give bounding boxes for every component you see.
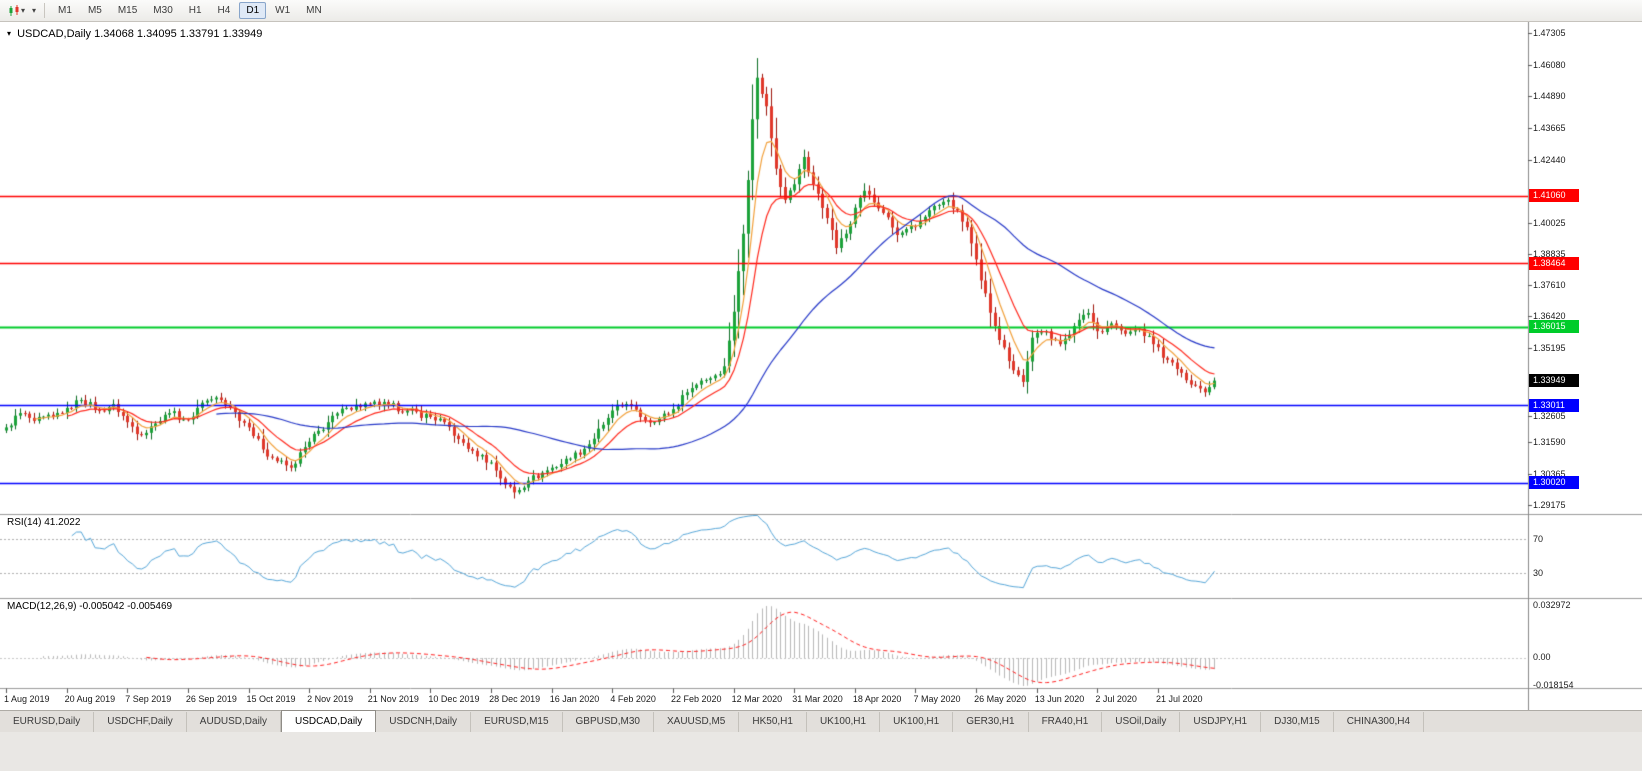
chart-type-button[interactable]: ▾ bbox=[5, 1, 28, 21]
tf-button-m30[interactable]: M30 bbox=[153, 5, 173, 16]
date-axis-label: 13 Jun 2020 bbox=[1034, 694, 1085, 704]
chart-options-dropdown-button[interactable]: ▾ bbox=[28, 1, 39, 21]
date-axis-label: 22 Feb 2020 bbox=[670, 694, 722, 704]
date-axis-label: 10 Dec 2019 bbox=[428, 694, 480, 704]
collapse-arrow-icon: ▾ bbox=[7, 29, 12, 38]
chart-tab-audusd-daily[interactable]: AUDUSD,Daily bbox=[186, 712, 282, 732]
date-axis-label: 18 Apr 2020 bbox=[852, 694, 902, 704]
toolbar-separator bbox=[44, 3, 46, 18]
date-axis-label: 1 Aug 2019 bbox=[4, 694, 50, 704]
chart-tab-usdjpy-h1[interactable]: USDJPY,H1 bbox=[1180, 712, 1262, 732]
chart-tab-gbpusd-m30[interactable]: GBPUSD,M30 bbox=[562, 712, 654, 732]
date-axis-label: 2 Jul 2020 bbox=[1095, 694, 1137, 704]
date-axis-label: 7 Sep 2019 bbox=[125, 694, 172, 704]
chart-tab-china300-h4[interactable]: CHINA300,H4 bbox=[1333, 712, 1425, 732]
tf-button-d1[interactable]: D1 bbox=[239, 2, 267, 19]
price-axis-tick: 1.32605 bbox=[1533, 410, 1566, 421]
chart-tab-uk100-h1[interactable]: UK100,H1 bbox=[880, 712, 954, 732]
price-axis-tick: 1.47305 bbox=[1533, 28, 1566, 39]
chart-tab-eurusd-m15[interactable]: EURUSD,M15 bbox=[471, 712, 563, 732]
tf-button-w1[interactable]: W1 bbox=[275, 5, 291, 16]
timeframe-toolbar: M1 M5 M15 M30 H1 H4 D1 W1 MN bbox=[50, 2, 330, 19]
top-toolbar: ▾ ▾ M1 M5 M15 M30 H1 H4 D1 W1 MN bbox=[0, 0, 1642, 22]
price-axis-tick: 1.43665 bbox=[1533, 123, 1566, 133]
chart-tabs-bar: EURUSD,Daily USDCHF,Daily AUDUSD,Daily USDC… bbox=[0, 710, 1642, 732]
tf-button-m1[interactable]: M1 bbox=[58, 5, 72, 16]
rsi-level-label: 30 bbox=[1533, 567, 1544, 578]
macd-axis-label: 0.032972 bbox=[1533, 600, 1571, 610]
chevron-down-icon: ▾ bbox=[32, 5, 37, 15]
hline-price-badge: 1.36015 bbox=[1529, 320, 1579, 334]
chart-tab-eurusd-daily[interactable]: EURUSD,Daily bbox=[0, 712, 95, 732]
date-axis-label: 2 Nov 2019 bbox=[307, 694, 354, 704]
price-axis-tick: 1.46080 bbox=[1533, 60, 1566, 71]
chart-tab-usdcad-daily[interactable]: USDCAD,Daily bbox=[281, 710, 377, 732]
date-axis-label: 12 Mar 2020 bbox=[731, 694, 783, 704]
date-axis-label: 16 Jan 2020 bbox=[549, 694, 600, 704]
hline-price-badge: 1.30020 bbox=[1529, 476, 1579, 490]
chart-tab-usdcnh-daily[interactable]: USDCNH,Daily bbox=[376, 712, 472, 732]
date-axis-label: 31 Mar 2020 bbox=[792, 694, 843, 704]
chart-symbol-label: USDCAD,Daily bbox=[17, 28, 92, 40]
date-axis-label: 20 Aug 2019 bbox=[64, 694, 116, 704]
price-axis-tick: 1.31590 bbox=[1533, 436, 1566, 447]
date-axis-label: 15 Oct 2019 bbox=[246, 694, 296, 704]
chart-tab-dj30-m15[interactable]: DJ30,M15 bbox=[1261, 712, 1334, 732]
date-axis-label: 28 Dec 2019 bbox=[489, 694, 541, 704]
hline-price-badge: 1.33011 bbox=[1529, 398, 1579, 412]
tf-button-h1[interactable]: H1 bbox=[188, 5, 202, 16]
macd-indicator-label: MACD(12,26,9) -0.005042 -0.005469 bbox=[7, 601, 173, 612]
tf-button-m15[interactable]: M15 bbox=[117, 5, 138, 16]
price-axis-tick: 1.35195 bbox=[1533, 343, 1566, 354]
price-axis-tick: 1.37610 bbox=[1533, 280, 1566, 291]
date-axis-label: 26 Sep 2019 bbox=[185, 694, 237, 704]
chart-tab-usdchf-daily[interactable]: USDCHF,Daily bbox=[94, 712, 187, 732]
date-axis-label: 7 May 2020 bbox=[913, 694, 961, 704]
price-axis-tick: 1.30365 bbox=[1533, 468, 1566, 479]
tf-button-m5[interactable]: M5 bbox=[87, 5, 102, 16]
tf-button-mn[interactable]: MN bbox=[306, 5, 322, 16]
chart-tab-ger30-h1[interactable]: GER30,H1 bbox=[953, 712, 1029, 732]
chart-tab-fra40-h1[interactable]: FRA40,H1 bbox=[1028, 712, 1103, 732]
price-axis-tick: 1.29175 bbox=[1533, 499, 1566, 510]
chart-ohlc-header: ▾ USDCAD,Daily 1.34068 1.34095 1.33791 1… bbox=[7, 28, 262, 40]
chart-tab-usoil-daily[interactable]: USOil,Daily bbox=[1102, 712, 1181, 732]
price-axis-tick: 1.36420 bbox=[1533, 311, 1566, 322]
chart-ohlc-values: 1.34068 1.34095 1.33791 1.33949 bbox=[94, 28, 263, 40]
chart-tab-hk50-h1[interactable]: HK50,H1 bbox=[739, 712, 807, 732]
macd-axis-label: -0.018154 bbox=[1533, 680, 1574, 690]
current-price-badge: 1.33949 bbox=[1529, 374, 1579, 388]
macd-axis-label: 0.00 bbox=[1533, 652, 1551, 662]
chart-tab-uk100-h1[interactable]: UK100,H1 bbox=[806, 712, 881, 732]
chart-workspace: ▾ USDCAD,Daily 1.34068 1.34095 1.33791 1… bbox=[0, 22, 1642, 710]
date-axis-label: 26 May 2020 bbox=[974, 694, 1027, 704]
chart-canvas[interactable] bbox=[0, 22, 1642, 710]
price-axis-tick: 1.42440 bbox=[1533, 154, 1566, 165]
hline-price-badge: 1.38464 bbox=[1529, 256, 1579, 270]
candlestick-chart-icon bbox=[9, 4, 19, 16]
rsi-level-label: 70 bbox=[1533, 534, 1544, 545]
date-axis-label: 21 Jul 2020 bbox=[1156, 694, 1203, 704]
price-axis-tick: 1.40025 bbox=[1533, 217, 1566, 228]
price-axis-tick: 1.38835 bbox=[1533, 248, 1566, 259]
date-axis-label: 21 Nov 2019 bbox=[367, 694, 419, 704]
tf-button-h4[interactable]: H4 bbox=[217, 5, 231, 16]
rsi-indicator-label: RSI(14) 41.2022 bbox=[7, 517, 81, 528]
date-axis-label: 4 Feb 2020 bbox=[610, 694, 656, 704]
hline-price-badge: 1.41060 bbox=[1529, 189, 1579, 203]
price-axis-tick: 1.44890 bbox=[1533, 91, 1566, 102]
chevron-down-icon: ▾ bbox=[21, 5, 26, 15]
status-bar bbox=[0, 732, 1642, 771]
chart-tab-xauusd-m5[interactable]: XAUUSD,M5 bbox=[654, 712, 740, 732]
